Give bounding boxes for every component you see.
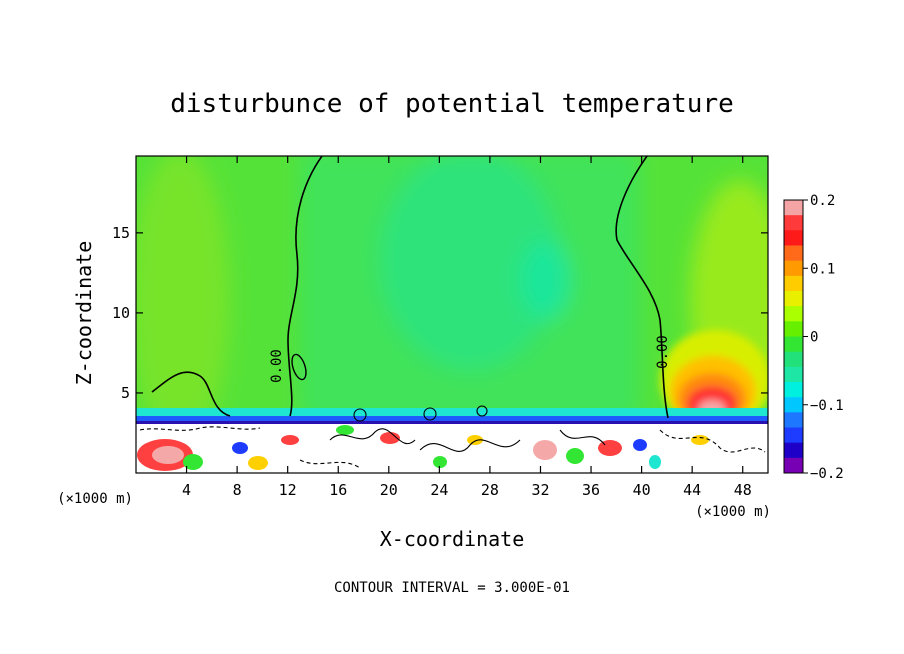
colorbar-swatch <box>784 306 803 322</box>
boundary-band-blue <box>136 416 768 422</box>
plot-area <box>136 156 768 473</box>
boundary-band-dark <box>136 421 768 424</box>
y-tick-label: 5 <box>121 384 130 402</box>
colorbar-swatch <box>784 397 803 413</box>
colorbar-swatch <box>784 336 803 353</box>
colorbar-swatch <box>784 215 803 231</box>
lower-layer <box>136 424 768 473</box>
x-tick-label: 40 <box>633 481 651 499</box>
colorbar-swatch <box>784 382 803 398</box>
plot-frame <box>135 155 769 474</box>
colorbar-swatch <box>784 245 803 262</box>
x-unit-label-right: (×1000 m) <box>695 504 771 520</box>
x-tick-label: 48 <box>734 481 752 499</box>
colorbar-tick-label: 0 <box>810 330 818 346</box>
contour-label-left: 0.00 <box>269 349 285 383</box>
x-tick-label: 36 <box>582 481 600 499</box>
x-tick-label: 32 <box>531 481 549 499</box>
y-tick-label: 15 <box>112 224 130 242</box>
contour-label-right: 0.00 <box>655 335 671 369</box>
colorbar-ticks: 0.2 0.1 0 −0.1 −0.2 <box>803 193 844 482</box>
colorbar-tick-label: 0.2 <box>810 193 835 209</box>
x-tick-label: 8 <box>233 481 242 499</box>
contour-labels: 0.00 0.00 <box>269 335 671 383</box>
x-tick-label: 12 <box>279 481 297 499</box>
colorbar-swatch <box>784 230 803 246</box>
colorbar-tick-label: 0.1 <box>810 261 835 277</box>
colorbar-swatch <box>784 291 803 307</box>
x-tick-label: 28 <box>481 481 499 499</box>
y-axis-ticks: 5 10 15 <box>112 224 768 402</box>
y-axis-label: Z-coordinate <box>72 241 96 386</box>
x-tick-label: 44 <box>683 481 701 499</box>
x-tick-label: 24 <box>430 481 448 499</box>
colorbar-swatch <box>784 200 803 216</box>
colorbar-swatch <box>784 351 803 368</box>
colorbar-swatch <box>784 457 803 474</box>
contour-interval-note: CONTOUR INTERVAL = 3.000E-01 <box>334 580 570 596</box>
colorbar-swatch <box>784 366 803 383</box>
x-tick-label: 20 <box>380 481 398 499</box>
chart-title: disturbunce of potential temperature <box>170 89 734 119</box>
x-tick-label: 16 <box>329 481 347 499</box>
zero-contour-left <box>287 156 323 417</box>
colorbar-swatch <box>784 442 803 459</box>
x-tick-label: 4 <box>182 481 191 499</box>
y-tick-label: 10 <box>112 304 130 322</box>
x-unit-label-left: (×1000 m) <box>57 491 133 507</box>
boundary-band-cyan <box>136 408 768 416</box>
colorbar-swatch <box>784 275 803 292</box>
colorbar-swatch <box>784 321 803 337</box>
lower-contours <box>139 405 766 469</box>
colorbar-swatch <box>784 412 803 428</box>
colorbar-swatch <box>784 427 803 444</box>
small-contour-loop <box>291 353 307 381</box>
zero-contour-bump <box>151 371 231 417</box>
colorbar <box>784 200 803 474</box>
zero-contour-right <box>615 156 669 419</box>
colorbar-tick-label: −0.2 <box>810 466 844 482</box>
colorbar-tick-label: −0.1 <box>810 398 844 414</box>
colorbar-swatch <box>784 260 803 277</box>
x-axis-label: X-coordinate <box>380 527 525 551</box>
x-axis-ticks: 4 8 12 16 20 24 28 32 36 40 44 48 <box>182 156 752 499</box>
